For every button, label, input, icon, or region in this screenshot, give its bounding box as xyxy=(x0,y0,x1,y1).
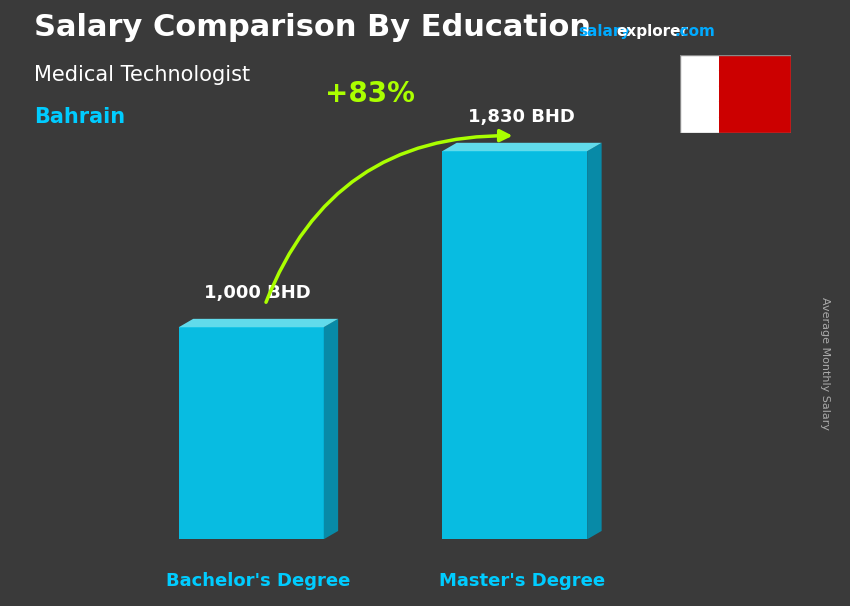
Text: .com: .com xyxy=(674,24,715,39)
Text: +83%: +83% xyxy=(326,80,416,108)
Text: 1,000 BHD: 1,000 BHD xyxy=(204,284,311,302)
Text: salary: salary xyxy=(578,24,631,39)
Text: explorer: explorer xyxy=(616,24,689,39)
Polygon shape xyxy=(442,151,587,539)
Polygon shape xyxy=(718,55,791,133)
Text: 1,830 BHD: 1,830 BHD xyxy=(468,107,575,125)
Text: Medical Technologist: Medical Technologist xyxy=(34,65,250,85)
Text: Bahrain: Bahrain xyxy=(34,107,125,127)
Text: Bachelor's Degree: Bachelor's Degree xyxy=(167,572,350,590)
Polygon shape xyxy=(178,319,338,327)
Text: Salary Comparison By Education: Salary Comparison By Education xyxy=(34,13,591,42)
Polygon shape xyxy=(178,327,324,539)
Polygon shape xyxy=(442,143,602,151)
FancyArrowPatch shape xyxy=(266,131,508,302)
Polygon shape xyxy=(324,319,338,539)
Polygon shape xyxy=(587,143,602,539)
Polygon shape xyxy=(718,55,791,133)
Text: Master's Degree: Master's Degree xyxy=(439,572,605,590)
Polygon shape xyxy=(680,55,718,133)
Text: Average Monthly Salary: Average Monthly Salary xyxy=(819,297,830,430)
